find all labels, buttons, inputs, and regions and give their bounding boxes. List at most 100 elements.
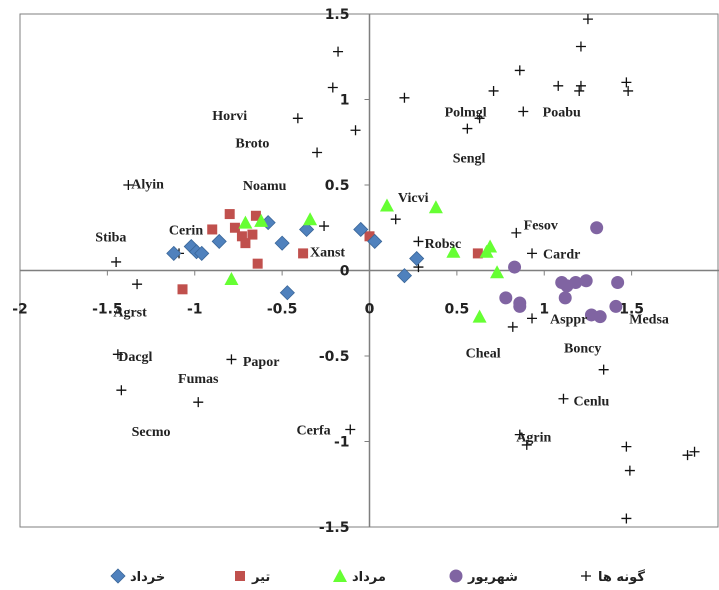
point-label: Xanst <box>310 246 345 261</box>
point-plus <box>553 80 564 91</box>
point-circle <box>513 299 527 313</box>
legend-label: شهریور <box>467 570 518 585</box>
point-label: Cerin <box>169 223 203 238</box>
point-plus <box>123 180 134 190</box>
legend-marker-circle <box>449 569 463 583</box>
legend-label: مرداد <box>352 570 386 585</box>
axes: -2 -1.5 -1 -0.5 0 0.5 1 1.5 1.5 1 0.5 0 -0.5 -1 -1.5 <box>12 7 719 536</box>
point-plus <box>527 313 538 324</box>
y-tick-label: 1.5 <box>325 7 350 23</box>
point-square <box>298 248 309 259</box>
legend-marker-diamond <box>110 568 126 584</box>
point-circle <box>508 260 522 274</box>
point-plus <box>621 513 632 524</box>
x-tick-label: 1.5 <box>619 302 644 318</box>
point-plus <box>312 147 323 158</box>
point-label: Noamu <box>243 179 287 194</box>
point-triangle <box>428 200 443 214</box>
data-points <box>111 14 700 524</box>
point-label: Vicvi <box>398 191 429 206</box>
legend-label: تیر <box>251 570 270 585</box>
point-plus <box>574 85 585 96</box>
legend-label: خرداد <box>130 570 165 585</box>
point-plus <box>518 106 529 117</box>
point-plus <box>399 92 410 103</box>
point-label: Cenlu <box>574 394 610 409</box>
point-diamond <box>211 233 227 249</box>
point-label: Cardr <box>543 247 580 262</box>
point-plus <box>624 465 635 476</box>
point-label: Agrst <box>113 306 147 321</box>
point-plus <box>327 82 338 93</box>
point-circle <box>579 274 593 288</box>
point-plus <box>292 113 303 124</box>
point-plus <box>132 279 143 290</box>
point-plus <box>193 397 204 408</box>
point-plus <box>462 123 473 134</box>
point-plus <box>226 354 237 365</box>
point-label: Cerfa <box>296 424 330 439</box>
point-square <box>250 210 261 221</box>
point-triangle <box>303 212 318 226</box>
point-plus <box>521 439 532 450</box>
point-label: Polmgl <box>445 105 487 120</box>
legend-marker-plus <box>581 571 591 581</box>
point-circle <box>499 291 513 305</box>
point-circle <box>569 275 583 289</box>
point-plus <box>682 450 693 461</box>
point-plus <box>527 248 538 259</box>
point-diamond <box>396 268 413 284</box>
point-diamond <box>353 221 369 238</box>
point-circle <box>611 275 625 289</box>
point-triangle <box>472 309 487 323</box>
point-label: Cheal <box>466 347 501 362</box>
point-square <box>177 284 188 295</box>
point-plus <box>319 221 330 232</box>
y-tick-label: 0.5 <box>325 178 350 194</box>
point-triangle <box>254 213 269 227</box>
point-triangle <box>490 265 505 279</box>
point-plus <box>514 429 525 440</box>
point-plus <box>488 85 499 96</box>
point-triangle <box>446 244 461 258</box>
point-plus <box>507 321 518 332</box>
point-label: Agrin <box>516 430 551 445</box>
point-labels: Horvi Broto Noamu Alyin Stiba Cerin Agrst Xanst… <box>95 105 669 445</box>
point-square <box>224 209 235 220</box>
point-label: Secmo <box>132 425 171 440</box>
point-label: Fesov <box>524 218 558 233</box>
point-circle <box>590 221 604 235</box>
point-plus <box>390 214 401 225</box>
point-square <box>364 231 375 242</box>
point-diamond <box>166 245 182 261</box>
point-plus <box>689 446 700 457</box>
point-plus <box>333 46 344 57</box>
point-plus <box>474 113 485 124</box>
point-circle <box>558 291 572 305</box>
x-tick-label: 1 <box>539 302 549 318</box>
point-label: Stiba <box>95 230 126 245</box>
point-plus <box>582 14 593 25</box>
x-tick-label: 0.5 <box>444 302 469 318</box>
point-plus <box>345 424 356 435</box>
point-label: Fumas <box>178 372 219 387</box>
point-triangle <box>224 272 239 286</box>
point-label: Alyin <box>131 177 164 192</box>
legend-marker-triangle <box>333 569 347 582</box>
point-plus <box>413 236 424 247</box>
point-square <box>247 229 258 240</box>
x-tick-label: -1 <box>187 302 203 318</box>
point-square <box>472 248 483 259</box>
point-label: Horvi <box>212 109 247 124</box>
point-plus <box>514 65 525 76</box>
y-tick-label: 0 <box>340 264 350 280</box>
legend-label: گونه ها <box>598 569 645 585</box>
point-label: Poabu <box>543 105 581 120</box>
point-plus <box>511 227 522 238</box>
point-circle <box>593 310 607 324</box>
point-plus <box>111 256 122 267</box>
point-plus <box>112 349 123 360</box>
x-tick-label: -0.5 <box>267 302 298 318</box>
y-tick-label: -0.5 <box>319 349 350 365</box>
